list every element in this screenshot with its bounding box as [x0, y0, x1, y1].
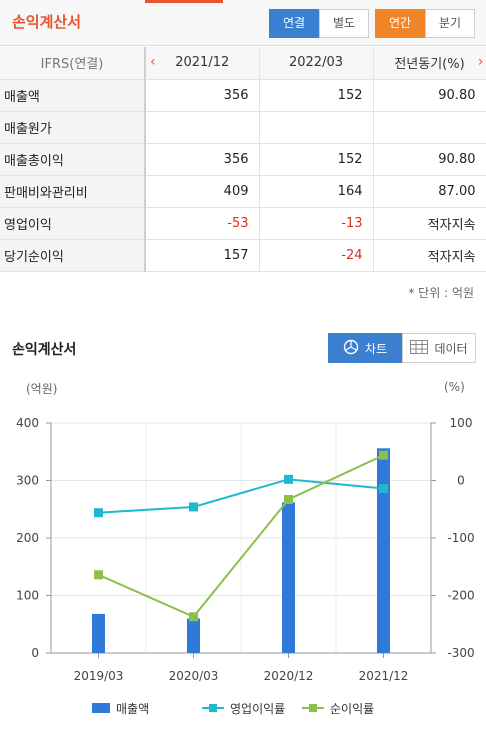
period-annual-button[interactable]: 연간 [375, 9, 425, 38]
chart-view-button[interactable]: 차트 [328, 333, 402, 363]
period-label: 2022/03 [288, 55, 343, 71]
table-cell: 90.80 [373, 143, 486, 176]
period-header: 전년동기(%) › [373, 47, 486, 80]
table-cell: 152 [259, 79, 374, 112]
legend-marker-swatch [309, 704, 317, 712]
right-tick-label: -300 [447, 646, 474, 660]
table-cell: 356 [145, 79, 260, 112]
basis-toggle: 연결 별도 [269, 9, 369, 38]
table-basis-label: IFRS(연결) [0, 47, 146, 80]
pie-chart-icon [343, 339, 359, 358]
table-cell: 90.80 [373, 79, 486, 112]
period-label: 2021/12 [175, 55, 230, 71]
table-row: 판매비와관리비 409 164 87.00 [0, 175, 486, 208]
row-label: 매출액 [0, 79, 146, 112]
left-tick-label: 300 [16, 474, 39, 488]
table-cell: -24 [259, 239, 374, 272]
row-label: 매출원가 [0, 111, 146, 144]
table-cell: -13 [259, 207, 374, 240]
right-tick-label: 100 [450, 416, 473, 430]
period-header: ‹ 2021/12 [145, 47, 260, 80]
table-row: 영업이익 -53 -13 적자지속 [0, 207, 486, 240]
page-title: 손익계산서 [12, 13, 82, 31]
row-label: 영업이익 [0, 207, 146, 240]
table-row: 매출총이익 356 152 90.80 [0, 143, 486, 176]
table-cell: -53 [145, 207, 260, 240]
series-point-operating-margin [379, 484, 388, 494]
x-tick-label: 2021/12 [359, 669, 409, 683]
period-quarterly-button[interactable]: 분기 [425, 9, 475, 38]
series-line-operating-margin [98, 478, 384, 514]
income-statement-table: IFRS(연결) ‹ 2021/12 2022/03 전년동기(%) › 매출액… [0, 47, 486, 272]
table-row: 매출원가 [0, 111, 486, 144]
chart-button-label: 차트 [364, 341, 388, 356]
series-point-net-margin [189, 612, 198, 622]
table-header-row: IFRS(연결) ‹ 2021/12 2022/03 전년동기(%) › [0, 47, 486, 80]
series-point-operating-margin [94, 508, 103, 518]
series-line-net-margin [98, 454, 384, 618]
x-tick-label: 2020/12 [264, 669, 314, 683]
series-point-net-margin [284, 494, 293, 504]
right-tick-label: -200 [447, 589, 474, 603]
period-header: 2022/03 [259, 47, 374, 80]
legend-marker-swatch [209, 704, 217, 712]
row-label: 당기순이익 [0, 239, 146, 272]
table-cell: 164 [259, 175, 374, 208]
row-label: 매출총이익 [0, 143, 146, 176]
legend-label: 매출액 [116, 702, 149, 716]
right-axis-unit: (%) [444, 380, 465, 394]
table-cell: 적자지속 [373, 207, 486, 240]
table-cell [259, 111, 374, 144]
legend-label: 순이익률 [330, 702, 374, 716]
prev-period-arrow-icon[interactable]: ‹ [150, 54, 156, 70]
active-tab-indicator [145, 0, 223, 3]
left-tick-label: 100 [16, 589, 39, 603]
period-toggle: 연간 분기 [375, 9, 475, 38]
bar-revenue [187, 618, 200, 653]
table-cell: 356 [145, 143, 260, 176]
series-point-net-margin [94, 570, 103, 580]
income-chart: 0 100 200 300 400 -300 -200 -100 0 100 2019/03 2020… [16, 416, 475, 716]
series-point-operating-margin [189, 502, 198, 512]
left-tick-label: 0 [31, 646, 39, 660]
table-row: 매출액 356 152 90.80 [0, 79, 486, 112]
left-axis-unit: (억원) [26, 382, 58, 396]
row-label: 판매비와관리비 [0, 175, 146, 208]
legend-label: 영업이익률 [230, 702, 285, 716]
next-period-arrow-icon[interactable]: › [477, 54, 484, 70]
left-tick-label: 200 [16, 531, 39, 545]
x-tick-label: 2020/03 [169, 669, 219, 683]
table-grid-icon [410, 339, 429, 357]
data-button-label: 데이터 [434, 341, 468, 356]
table-cell: 152 [259, 143, 374, 176]
table-row: 당기순이익 157 -24 적자지속 [0, 239, 486, 272]
series-point-operating-margin [284, 474, 293, 484]
table-cell: 157 [145, 239, 260, 272]
period-label: 전년동기(%) [394, 57, 465, 73]
legend-swatch-revenue [92, 703, 110, 713]
series-point-net-margin [379, 450, 388, 460]
table-cell: 87.00 [373, 175, 486, 208]
data-view-button[interactable]: 데이터 [402, 333, 476, 363]
statement-header: 손익계산서 연결 별도 연간 분기 [0, 0, 486, 46]
table-cell [145, 111, 260, 144]
basis-separate-button[interactable]: 별도 [319, 9, 369, 38]
x-tick-label: 2019/03 [74, 669, 124, 683]
right-tick-label: -100 [447, 531, 474, 545]
bar-revenue [377, 448, 390, 653]
left-tick-label: 400 [16, 416, 39, 430]
bar-revenue [282, 502, 295, 653]
chart-section-title: 손익계산서 [12, 342, 77, 358]
bar-revenue [92, 613, 105, 653]
table-cell: 적자지속 [373, 239, 486, 272]
right-tick-label: 0 [457, 474, 465, 488]
basis-consolidated-button[interactable]: 연결 [269, 9, 319, 38]
unit-note: * 단위 : 억원 [408, 286, 474, 300]
table-cell [373, 111, 486, 144]
table-cell: 409 [145, 175, 260, 208]
